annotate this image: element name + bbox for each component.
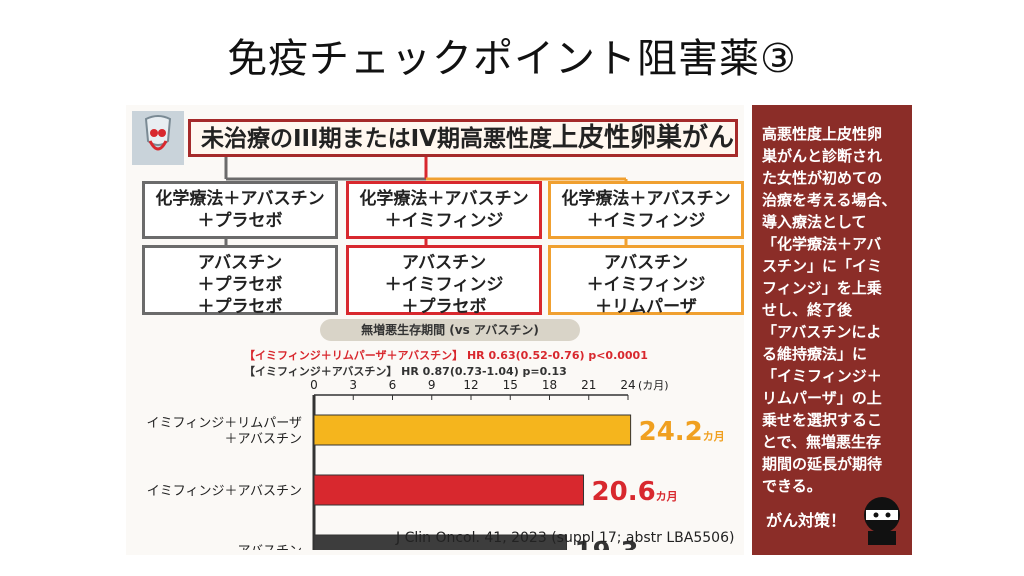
arm1-induction: 化学療法＋アバスチン ＋プラセボ [142, 181, 338, 239]
category-label: アバスチン [238, 544, 302, 550]
arm1-induction-line2: ＋プラセボ [197, 211, 283, 231]
uterus-icon [132, 111, 184, 165]
arm2-induction-line1: 化学療法＋アバスチン [359, 189, 529, 209]
x-tick-label: 15 [503, 378, 518, 392]
arm2-maint-line1: アバスチン [401, 253, 487, 273]
x-tick-label: 9 [428, 378, 436, 392]
arm2-maintenance: アバスチン ＋イミフィンジ ＋プラセボ [346, 245, 542, 317]
x-tick-label: 6 [389, 378, 397, 392]
arm3-maint-line2: ＋イミフィンジ [586, 275, 706, 295]
x-tick-label: 12 [463, 378, 478, 392]
hr-line-triplet: 【イミフィンジ＋リムパーザ＋アバスチン】 HR 0.63(0.52-0.76) … [244, 349, 648, 362]
value-label: 20.6カ月 [592, 477, 678, 507]
x-axis-unit: (カ月) [638, 379, 669, 392]
arm1-maint-line1: アバスチン [197, 253, 283, 273]
citation: J Clin Oncol. 41, 2023 (suppl 17; abstr … [396, 530, 735, 546]
arm2-maint-line3: ＋プラセボ [401, 297, 487, 317]
arm3-induction-line2: ＋イミフィンジ [586, 211, 706, 231]
category-label: イミフィンジ＋アバスチン [147, 484, 302, 499]
x-tick-label: 3 [349, 378, 357, 392]
side-note-line: 高悪性度上皮性卵 [762, 125, 883, 143]
trial-heading: 未治療のIII期またはIV期高悪性度上皮性卵巣がん [188, 119, 738, 157]
side-note-line: 「化学療法＋アバ [762, 235, 882, 253]
category-label: イミフィンジ＋リムパーザ [147, 416, 302, 431]
side-note-line: 期間の延長が期待 [762, 455, 883, 473]
x-tick-label: 18 [542, 378, 557, 392]
x-tick-label: 24 [620, 378, 635, 392]
side-note-line: スチン」に「イミ [762, 257, 883, 275]
bar [313, 534, 568, 550]
side-note-line: 巣がんと診断され [762, 147, 883, 165]
side-note-line: できる。 [762, 477, 822, 495]
heading-suffix: 上皮性卵巣がん [552, 123, 735, 153]
hr-line-doublet: 【イミフィンジ＋アバスチン】 HR 0.87(0.73-1.04) p=0.13 [244, 365, 567, 378]
pfs-label: 無増悪生存期間 (vs アバスチン) [320, 319, 580, 341]
arm2-induction-line2: ＋イミフィンジ [384, 211, 504, 231]
side-note-line: 「イミフィンジ＋ [762, 367, 882, 385]
x-tick-label: 0 [310, 378, 318, 392]
side-note-panel: 高悪性度上皮性卵 巣がんと診断され た女性が初めての 治療を考える場合、 導入療法として… [752, 105, 912, 555]
ninja-mascot-icon [860, 495, 904, 545]
arm2-induction: 化学療法＋アバスチン ＋イミフィンジ [346, 181, 542, 239]
value-label: 24.2カ月 [639, 417, 725, 447]
arm1-maint-line3: ＋プラセボ [197, 297, 283, 317]
bar [313, 414, 632, 446]
slide-title: 免疫チェックポイント阻害薬③ [227, 36, 797, 82]
arm3-maint-line1: アバスチン [603, 253, 689, 273]
side-note-line: る維持療法」に [762, 345, 868, 363]
bar [313, 474, 585, 506]
arm1-maint-line2: ＋プラセボ [197, 275, 283, 295]
side-note-line: 乗せを選択するこ [762, 411, 883, 429]
x-tick-label: 21 [581, 378, 596, 392]
side-note-line: リムパーザ」の上 [762, 389, 882, 407]
side-note-line: 治療を考える場合、 [762, 191, 897, 209]
arm1-induction-line1: 化学療法＋アバスチン [155, 189, 325, 209]
arm3-induction-line1: 化学療法＋アバスチン [561, 189, 731, 209]
side-note-line: とで、無増悪生存 [762, 433, 881, 451]
arm3-induction: 化学療法＋アバスチン ＋イミフィンジ [548, 181, 744, 239]
trial-panel: 未治療のIII期またはIV期高悪性度上皮性卵巣がん 化学療法＋アバスチン ＋プラ… [126, 105, 744, 555]
pfs-bar-chart: 0 3 6 9 12 15 18 21 24 (カ月) イミフィンジ＋リムパーザ＋アバスチン 24.2… [147, 378, 725, 550]
arm3-maint-line3: ＋リムパーザ [595, 297, 697, 317]
side-note-footer: がん対策！ [766, 511, 847, 530]
heading-prefix: 未治療のIII期またはIV期高悪性度 [201, 126, 553, 152]
side-note-line: 「アバスチンによ [762, 323, 882, 341]
side-note-line: た女性が初めての [762, 169, 883, 187]
side-note-line: 導入療法として [762, 213, 867, 231]
category-label: ＋アバスチン [225, 432, 302, 447]
side-note-line: せし、終了後 [762, 301, 853, 319]
side-note-line: フィンジ」を上乗 [762, 279, 882, 297]
value-label: 19.3カ月 [575, 537, 661, 550]
arm1-maintenance: アバスチン ＋プラセボ ＋プラセボ [142, 245, 338, 317]
arm3-maintenance: アバスチン ＋イミフィンジ ＋リムパーザ [548, 245, 744, 317]
side-note-text: 高悪性度上皮性卵 巣がんと診断され た女性が初めての 治療を考える場合、 導入療法として… [762, 123, 904, 497]
arm2-maint-line2: ＋イミフィンジ [384, 275, 504, 295]
